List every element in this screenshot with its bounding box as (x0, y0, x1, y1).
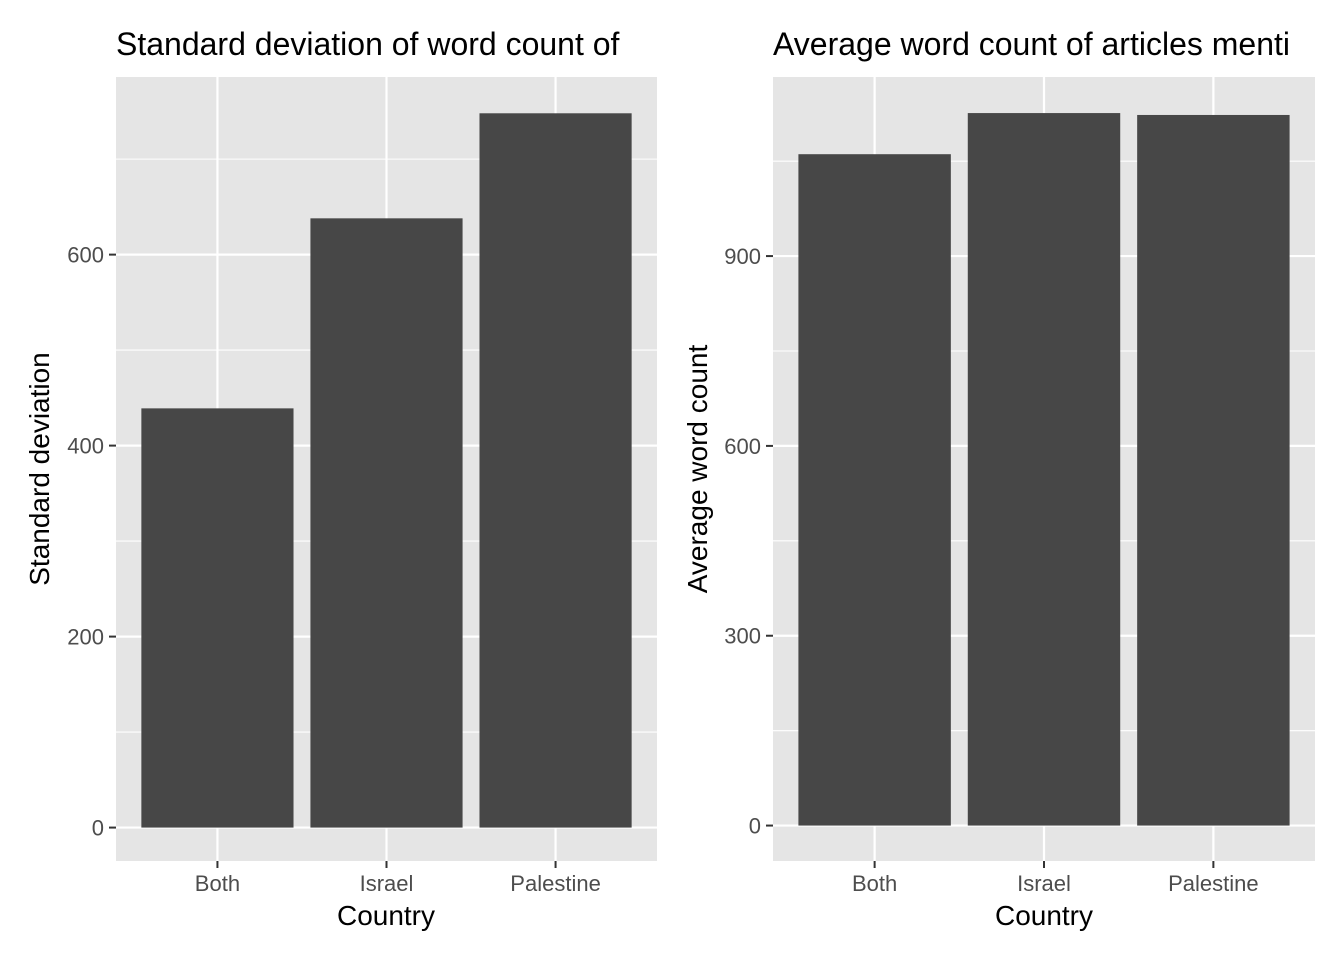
y-tick-label: 0 (92, 816, 104, 841)
x-axis-title: Country (995, 900, 1093, 931)
x-tick-label: Israel (360, 871, 414, 896)
x-axis-title: Country (337, 900, 435, 931)
y-tick-label: 300 (724, 624, 761, 649)
x-axis: Both Israel Palestine (852, 861, 1259, 896)
x-tick-label: Palestine (1168, 871, 1259, 896)
bar-palestine (1137, 114, 1290, 826)
y-tick-label: 400 (67, 434, 104, 459)
y-axis-title: Average word count (682, 345, 713, 594)
y-axis-title: Standard deviation (24, 352, 55, 586)
bars (798, 113, 1290, 826)
bar-palestine (479, 113, 632, 828)
y-tick-label: 900 (724, 244, 761, 269)
y-tick-label: 600 (724, 434, 761, 459)
bar-israel (310, 218, 463, 828)
x-tick-label: Israel (1017, 871, 1071, 896)
bars (141, 113, 632, 828)
x-tick-label: Both (852, 871, 897, 896)
chart-title: Average word count of articles menti (773, 26, 1290, 62)
x-tick-label: Both (195, 871, 240, 896)
y-axis: 0 200 400 600 (67, 243, 116, 841)
bar-israel (967, 113, 1121, 826)
bar-both (798, 154, 951, 826)
y-tick-label: 0 (749, 814, 761, 839)
y-tick-label: 200 (67, 625, 104, 650)
chart-title: Standard deviation of word count of (116, 26, 620, 62)
x-axis: Both Israel Palestine (195, 861, 601, 896)
chart-panel-standard-deviation: Standard deviation of word count of 0 200… (24, 26, 657, 931)
x-tick-label: Palestine (510, 871, 601, 896)
chart-panel-average-word-count: Average word count of articles menti 0 30… (682, 26, 1315, 931)
y-axis: 0 300 600 900 (724, 244, 773, 839)
y-tick-label: 600 (67, 243, 104, 268)
bar-both (141, 408, 294, 828)
